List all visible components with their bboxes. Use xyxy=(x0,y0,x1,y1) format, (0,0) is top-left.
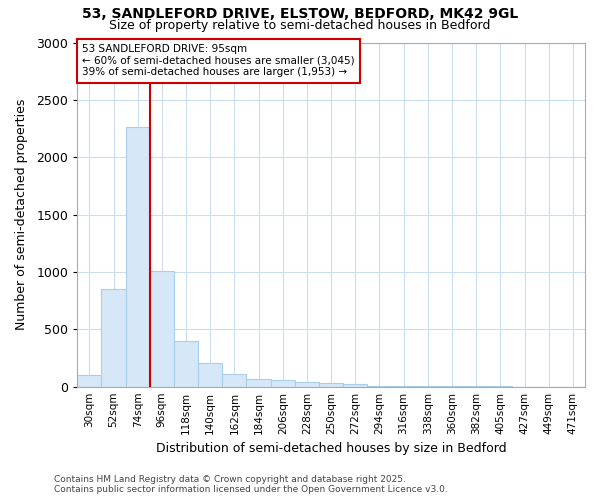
Text: Contains HM Land Registry data © Crown copyright and database right 2025.
Contai: Contains HM Land Registry data © Crown c… xyxy=(54,474,448,494)
Bar xyxy=(295,382,319,386)
Bar xyxy=(247,378,271,386)
Bar xyxy=(101,289,125,386)
Bar xyxy=(343,384,367,386)
Bar xyxy=(150,271,174,386)
Bar xyxy=(125,128,150,386)
Bar xyxy=(198,362,223,386)
Bar xyxy=(77,375,101,386)
Bar xyxy=(223,374,247,386)
Text: 53, SANDLEFORD DRIVE, ELSTOW, BEDFORD, MK42 9GL: 53, SANDLEFORD DRIVE, ELSTOW, BEDFORD, M… xyxy=(82,8,518,22)
Y-axis label: Number of semi-detached properties: Number of semi-detached properties xyxy=(15,99,28,330)
X-axis label: Distribution of semi-detached houses by size in Bedford: Distribution of semi-detached houses by … xyxy=(156,442,506,455)
Text: 53 SANDLEFORD DRIVE: 95sqm
← 60% of semi-detached houses are smaller (3,045)
39%: 53 SANDLEFORD DRIVE: 95sqm ← 60% of semi… xyxy=(82,44,355,78)
Bar xyxy=(319,382,343,386)
Text: Size of property relative to semi-detached houses in Bedford: Size of property relative to semi-detach… xyxy=(109,19,491,32)
Bar xyxy=(174,341,198,386)
Bar xyxy=(271,380,295,386)
